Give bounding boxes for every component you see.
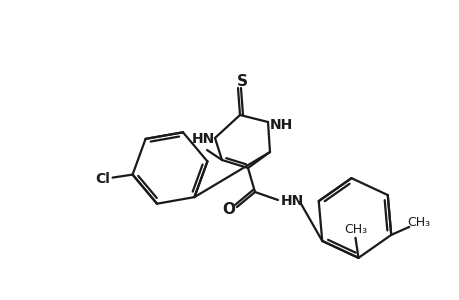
Text: HN: HN xyxy=(191,132,214,146)
Text: HN: HN xyxy=(280,194,303,208)
Text: NH: NH xyxy=(269,118,292,132)
Text: O: O xyxy=(222,202,235,217)
Text: CH₃: CH₃ xyxy=(343,223,366,236)
Text: Cl: Cl xyxy=(95,172,110,186)
Text: CH₃: CH₃ xyxy=(407,216,430,230)
Text: S: S xyxy=(236,74,247,88)
